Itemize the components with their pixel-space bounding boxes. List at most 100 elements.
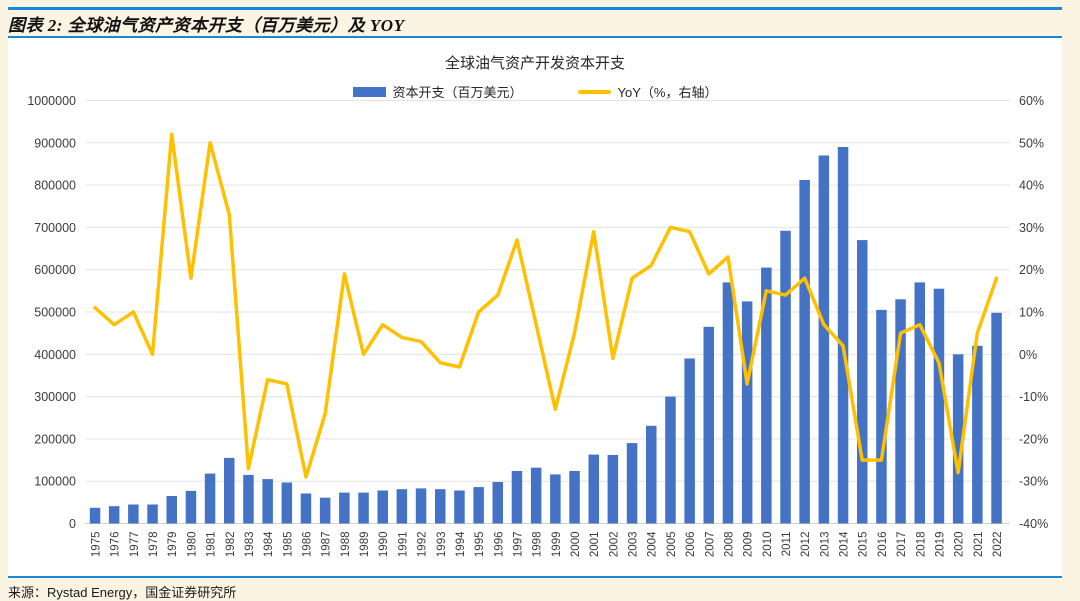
svg-text:1989: 1989 [359,532,371,558]
svg-text:1983: 1983 [244,532,256,558]
chart-panel: 全球油气资产开发资本开支 资本开支（百万美元） YoY（%，右轴） 0 10000… [8,38,1062,576]
svg-text:2000: 2000 [570,532,582,558]
bar-2005 [665,396,676,524]
svg-text:2015: 2015 [858,532,870,558]
bar-2022 [991,312,1002,524]
svg-text:2002: 2002 [608,532,620,558]
svg-text:-10%: -10% [1019,390,1048,404]
bar-2009 [741,301,753,524]
svg-text:2003: 2003 [628,532,640,558]
bar-2016 [876,309,887,524]
bar-2011 [780,230,791,524]
svg-text:1998: 1998 [532,532,544,558]
bars [89,147,1002,524]
bar-2014 [837,147,849,524]
yoy-line [93,132,999,479]
svg-text:1000000: 1000000 [27,94,76,108]
bar-1980 [185,490,197,524]
svg-text:2007: 2007 [704,532,716,558]
bar-2021 [972,345,983,524]
capex-yoy-chart: 0 100000 200000 300000 400000 500000 600000 700… [27,94,1048,558]
svg-text:1992: 1992 [417,532,429,558]
bar-1991 [396,489,408,524]
bar-1995 [473,487,484,524]
svg-text:1995: 1995 [474,532,486,558]
bar-1999 [550,474,561,524]
svg-text:-40%: -40% [1019,517,1048,531]
source-note: 来源：Rystad Energy，国金证券研究所 [8,585,237,600]
bar-2018 [914,282,925,524]
svg-text:-30%: -30% [1019,475,1048,489]
bar-2019 [933,288,945,524]
legend-bar-swatch [352,86,386,97]
svg-text:1990: 1990 [378,532,390,558]
bar-1992 [415,488,427,524]
bar-1998 [530,467,542,524]
legend-item-yoy: YoY（%，右轴） [577,82,718,101]
bar-2008 [722,282,734,524]
bar-1993 [435,489,446,524]
legend-yoy-label: YoY（%，右轴） [617,85,718,100]
bar-1990 [377,490,388,524]
bar-1979 [166,496,177,524]
chart-legend: 资本开支（百万美元） YoY（%，右轴） [8,82,1062,101]
svg-text:200000: 200000 [34,432,76,446]
bar-1975 [89,507,101,524]
svg-text:1977: 1977 [129,532,141,558]
bar-1989 [358,492,369,524]
svg-text:900000: 900000 [34,136,76,150]
header-divider-rule [8,36,1062,38]
svg-text:1980: 1980 [186,532,198,558]
svg-text:0: 0 [69,517,76,531]
bar-1978 [147,504,158,524]
svg-text:1999: 1999 [551,532,563,558]
footer-rule [8,576,1062,578]
svg-text:1993: 1993 [436,532,448,558]
bar-2007 [703,326,714,524]
svg-text:2019: 2019 [935,532,947,558]
bar-1977 [128,504,139,524]
bar-2012 [799,180,810,524]
svg-text:2009: 2009 [743,532,755,558]
legend-capex-label: 资本开支（百万美元） [392,85,523,100]
svg-text:1976: 1976 [110,532,122,558]
bar-2017 [895,299,906,524]
svg-text:2022: 2022 [992,532,1004,558]
bar-1981 [204,473,216,524]
bar-2004 [646,425,657,524]
svg-text:1984: 1984 [263,531,275,557]
svg-text:1975: 1975 [91,532,103,558]
svg-text:2011: 2011 [781,532,793,557]
bar-2020 [952,354,964,524]
bar-2001 [588,454,599,524]
chart-title: 全球油气资产开发资本开支 [444,55,625,72]
bar-2003 [626,443,638,524]
bar-2006 [684,358,695,524]
svg-text:0%: 0% [1019,348,1037,362]
svg-text:2016: 2016 [877,532,889,558]
svg-text:300000: 300000 [34,390,76,404]
svg-text:1987: 1987 [321,532,333,558]
svg-text:2014: 2014 [839,531,851,557]
bar-1996 [492,482,503,524]
svg-text:400000: 400000 [34,348,76,362]
y-axis-right-labels: -40% -30% -20% -10% 0% 10% 20% 30% 40% 50% 60% [1019,94,1048,531]
svg-text:500000: 500000 [34,306,76,320]
svg-text:2018: 2018 [915,532,927,558]
svg-text:600000: 600000 [34,263,76,277]
bar-1988 [339,492,350,524]
bar-1976 [108,506,120,524]
svg-text:30%: 30% [1019,221,1044,235]
svg-text:2021: 2021 [973,532,985,558]
bar-2013 [818,155,830,524]
bar-1994 [454,490,465,524]
bar-1984 [262,479,273,524]
svg-text:2010: 2010 [762,532,774,558]
bar-1985 [281,482,293,524]
svg-text:1994: 1994 [455,531,467,557]
bar-1983 [243,474,254,524]
bar-2015 [857,240,868,524]
bar-1982 [224,457,235,524]
top-rule [8,7,1062,10]
svg-text:2001: 2001 [589,532,601,558]
